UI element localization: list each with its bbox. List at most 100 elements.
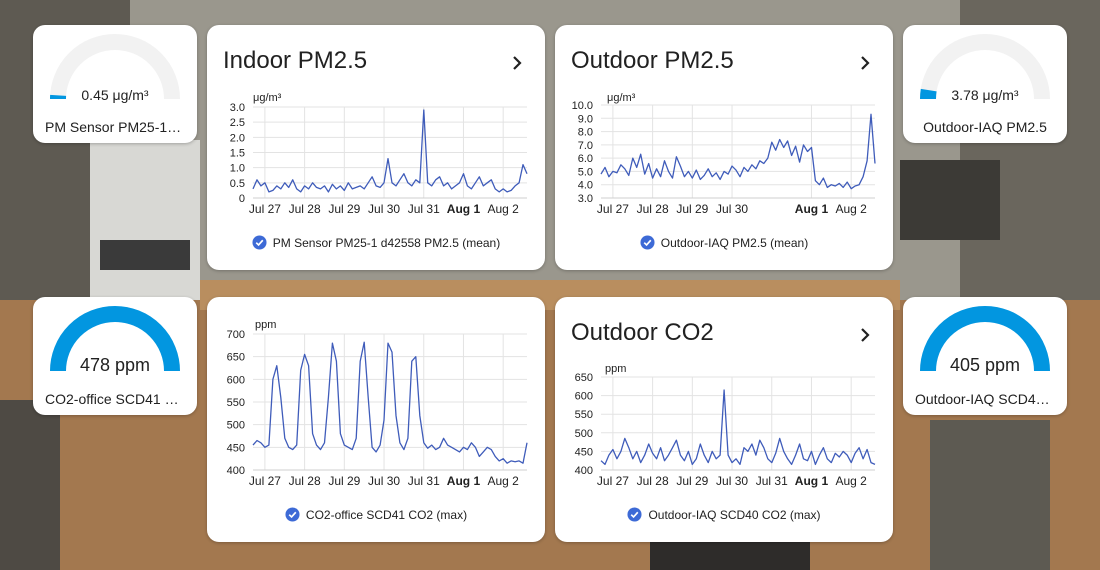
checkbox-checked-icon <box>640 235 655 250</box>
legend-label: Outdoor-IAQ PM2.5 (mean) <box>660 235 809 250</box>
chart-card-office-co2[interactable]: ppm 700 650 600 550 500 450 400 Jul 27 Jul 28 Jul … <box>207 297 545 542</box>
gauge-card-pm-outdoor[interactable]: 3.78 μg/m³ Outdoor-IAQ PM2.5 <box>903 25 1067 143</box>
gauge-label: CO2-office SCD41 CO2 <box>45 391 185 407</box>
y-tick-label: 600 <box>575 391 593 403</box>
checkbox-checked-icon <box>285 507 300 522</box>
y-tick-label: 450 <box>575 446 593 458</box>
x-tick-label: Jul 30 <box>368 474 400 488</box>
gauge-value: 478 ppm <box>79 355 151 375</box>
checkbox-checked-icon <box>252 235 267 250</box>
y-tick-label: 3.0 <box>230 102 245 114</box>
chart-legend[interactable]: Outdoor-IAQ PM2.5 (mean) <box>555 235 893 250</box>
series-line <box>252 341 528 464</box>
x-tick-label: Jul 28 <box>637 202 669 216</box>
gauge-fill <box>50 306 180 372</box>
gauge-label: Outdoor-IAQ SCD40 CO2 <box>915 391 1055 407</box>
x-tick-label: Aug 1 <box>447 474 481 488</box>
chart-card-outdoor-co2[interactable]: Outdoor CO2 ppm 650 600 550 500 450 400 Jul 27 J… <box>555 297 893 542</box>
y-tick-label: 0 <box>239 193 245 205</box>
chart-plot-outdoor-co2: ppm 650 600 550 500 450 400 Jul 27 Jul 28 Jul 29 J… <box>575 363 876 488</box>
y-tick-label: 4.0 <box>578 180 593 192</box>
x-tick-label: Jul 27 <box>249 202 281 216</box>
gauge-value: 0.45 μg/m³ <box>81 87 149 103</box>
chevron-right-icon[interactable] <box>855 325 875 345</box>
y-tick-label: 550 <box>227 397 245 409</box>
x-tick-label: Aug 2 <box>487 474 519 488</box>
x-tick-label: Jul 27 <box>597 474 629 488</box>
gauge-fill <box>920 306 1050 372</box>
x-tick-label: Jul 30 <box>368 202 400 216</box>
chart-legend[interactable]: PM Sensor PM25-1 d42558 PM2.5 (mean) <box>207 235 545 250</box>
y-tick-label: 400 <box>575 465 593 477</box>
gauge-card-pm-indoor[interactable]: 0.45 μg/m³ PM Sensor PM25-1 d42558 PM2.5 <box>33 25 197 143</box>
y-tick-label: 5.0 <box>578 166 593 178</box>
chart-title: Indoor PM2.5 <box>223 47 368 74</box>
gauge-card-co2-office[interactable]: 478 ppm CO2-office SCD41 CO2 <box>33 297 197 415</box>
x-tick-label: Aug 1 <box>795 202 829 216</box>
y-tick-label: 0.5 <box>230 178 245 190</box>
x-tick-label: Jul 29 <box>676 474 708 488</box>
chevron-right-icon[interactable] <box>507 53 527 73</box>
y-tick-label: 550 <box>575 409 593 421</box>
gauge-value: 405 ppm <box>949 355 1021 375</box>
y-tick-label: 1.0 <box>230 163 245 175</box>
x-tick-label: Aug 2 <box>835 474 867 488</box>
chart-plot-indoor-pm: μg/m³ 3.0 2.5 2.0 1.5 1.0 0.5 0 Jul 27 Jul 28 Jul … <box>230 92 528 216</box>
gauge-card-co2-outdoor[interactable]: 405 ppm Outdoor-IAQ SCD40 CO2 <box>903 297 1067 415</box>
series-line <box>600 389 876 466</box>
x-tick-label: Jul 31 <box>408 474 440 488</box>
y-axis-unit: μg/m³ <box>607 92 636 104</box>
x-tick-label: Jul 30 <box>716 202 748 216</box>
chart-title: Outdoor PM2.5 <box>571 47 734 74</box>
series-line <box>600 113 876 190</box>
y-tick-label: 500 <box>575 428 593 440</box>
legend-label: Outdoor-IAQ SCD40 CO2 (max) <box>648 507 821 522</box>
gauge-arc-co2-office <box>50 306 180 372</box>
y-tick-label: 400 <box>227 465 245 477</box>
x-tick-label: Jul 31 <box>408 202 440 216</box>
chart-title: Outdoor CO2 <box>571 319 714 346</box>
gauge-label: PM Sensor PM25-1 d42558 PM2.5 <box>45 119 185 135</box>
y-axis-unit: ppm <box>255 319 276 331</box>
chart-plot-outdoor-pm: μg/m³ 10.09.0 8.07.06.05.0 4.03.0 Jul 27 Jul … <box>572 92 876 216</box>
gauge-track <box>920 34 1050 100</box>
x-tick-label: Jul 28 <box>637 474 669 488</box>
y-tick-label: 500 <box>227 420 245 432</box>
chart-card-outdoor-pm[interactable]: Outdoor PM2.5 μg/m³ 10.0 9.0 8.0 7.0 6.0 5.0 4.… <box>555 25 893 270</box>
y-tick-label: 2.5 <box>230 117 245 129</box>
gauge-arc-pm-indoor <box>50 34 180 100</box>
series-line <box>252 109 528 193</box>
x-tick-label: Jul 27 <box>249 474 281 488</box>
y-tick-label: 7.0 <box>578 140 593 152</box>
y-axis-unit: μg/m³ <box>253 92 282 104</box>
y-tick-label: 2.0 <box>230 132 245 144</box>
x-tick-label: Jul 29 <box>328 202 360 216</box>
y-tick-label: 3.0 <box>578 193 593 205</box>
chart-card-indoor-pm[interactable]: Indoor PM2.5 μg/m³ 3.0 2.5 2.0 1.5 1.0 0.5 0 Jul… <box>207 25 545 270</box>
x-tick-label: Jul 31 <box>756 474 788 488</box>
y-tick-label: 650 <box>227 352 245 364</box>
y-tick-label: 600 <box>227 374 245 386</box>
x-tick-label: Aug 2 <box>487 202 519 216</box>
x-tick-label: Aug 2 <box>835 202 867 216</box>
chart-plot-office-co2: ppm 700 650 600 550 500 450 400 Jul 27 Jul 28 Jul … <box>227 319 528 488</box>
chevron-right-icon[interactable] <box>855 53 875 73</box>
legend-label: PM Sensor PM25-1 d42558 PM2.5 (mean) <box>272 235 501 250</box>
y-tick-label: 1.5 <box>230 148 245 160</box>
x-tick-label: Aug 1 <box>795 474 829 488</box>
y-tick-label: 650 <box>575 372 593 384</box>
gauge-arc-pm-outdoor <box>920 34 1050 100</box>
x-tick-label: Jul 27 <box>597 202 629 216</box>
y-tick-label: 450 <box>227 442 245 454</box>
chart-legend[interactable]: Outdoor-IAQ SCD40 CO2 (max) <box>555 507 893 522</box>
legend-label: CO2-office SCD41 CO2 (max) <box>305 507 468 522</box>
gauge-arc-co2-outdoor <box>920 306 1050 372</box>
chart-legend[interactable]: CO2-office SCD41 CO2 (max) <box>207 507 545 522</box>
x-tick-label: Jul 28 <box>289 202 321 216</box>
x-tick-label: Jul 29 <box>328 474 360 488</box>
x-tick-label: Jul 30 <box>716 474 748 488</box>
checkbox-checked-icon <box>627 507 642 522</box>
gauge-value: 3.78 μg/m³ <box>951 87 1019 103</box>
x-tick-label: Aug 1 <box>447 202 481 216</box>
y-tick-label: 700 <box>227 329 245 341</box>
